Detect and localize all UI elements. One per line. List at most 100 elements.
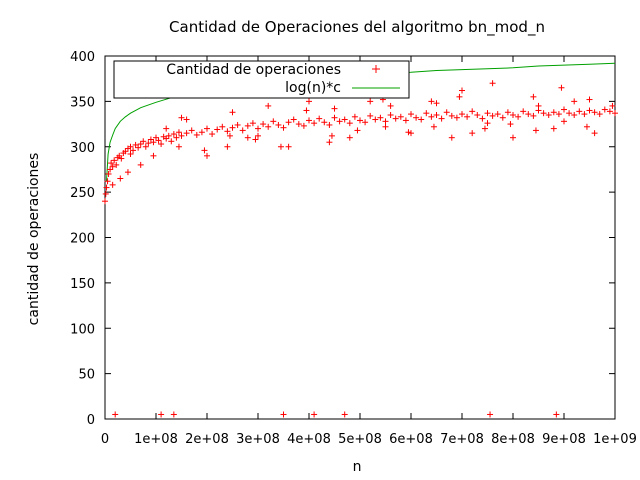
data-point: [122, 148, 129, 155]
data-point: [117, 175, 124, 182]
data-point: [341, 116, 348, 123]
x-tick-label: 9e+08: [542, 432, 586, 447]
data-point: [127, 151, 134, 158]
data-point: [280, 124, 287, 131]
data-point: [428, 98, 435, 105]
data-point: [105, 170, 112, 177]
data-point: [175, 129, 182, 136]
data-point: [484, 110, 491, 117]
data-point: [226, 132, 233, 139]
data-point: [510, 134, 516, 141]
data-point: [558, 84, 565, 91]
data-point: [204, 152, 210, 159]
data-point: [402, 117, 409, 124]
data-point: [111, 157, 118, 164]
data-point: [285, 143, 292, 150]
data-point: [372, 116, 379, 123]
data-point: [265, 123, 272, 130]
data-point: [459, 87, 465, 94]
data-point: [453, 114, 460, 121]
data-point: [430, 123, 437, 130]
data-point: [145, 140, 152, 147]
y-tick-label: 400: [70, 50, 95, 65]
y-tick-label: 250: [70, 186, 95, 201]
x-tick-label: 1e+08: [134, 432, 178, 447]
data-point: [326, 121, 333, 128]
data-point: [481, 125, 488, 132]
data-point: [193, 131, 200, 138]
data-point: [341, 411, 348, 418]
x-tick-label: 0: [101, 432, 109, 447]
data-point: [175, 143, 182, 150]
data-point: [387, 102, 394, 109]
data-point: [530, 93, 537, 100]
y-tick-label: 50: [78, 368, 95, 383]
data-point: [163, 135, 170, 142]
x-tick-label: 2e+08: [185, 432, 229, 447]
data-point: [515, 113, 522, 120]
legend: Cantidad de operaciones log(n)*c: [113, 60, 410, 99]
y-tick-label: 100: [70, 322, 95, 337]
data-point: [545, 111, 552, 118]
data-point: [346, 134, 353, 141]
data-point: [357, 117, 363, 124]
data-point: [311, 120, 318, 127]
data-point: [571, 98, 578, 105]
data-point: [397, 113, 404, 120]
data-point: [504, 109, 511, 116]
data-point: [102, 198, 108, 205]
data-point: [555, 111, 562, 118]
data-point: [328, 132, 335, 139]
data-point: [591, 130, 598, 137]
data-point: [413, 114, 420, 121]
data-point: [229, 124, 236, 131]
data-point: [306, 117, 312, 124]
data-point: [581, 111, 588, 118]
data-point: [507, 121, 514, 128]
x-axis-label: n: [353, 459, 362, 475]
data-point: [168, 138, 175, 145]
data-point: [336, 118, 343, 125]
data-point: [540, 110, 547, 117]
data-point: [244, 122, 251, 129]
data-point: [260, 121, 267, 128]
data-point: [469, 108, 476, 115]
data-point: [285, 119, 292, 126]
data-point: [331, 114, 338, 121]
data-point: [583, 123, 590, 130]
data-point: [188, 127, 195, 134]
data-point: [489, 112, 496, 119]
data-point: [158, 411, 165, 418]
data-point: [609, 102, 616, 109]
data-point: [418, 116, 425, 123]
data-point: [586, 96, 593, 103]
x-tick-label: 3e+08: [236, 432, 280, 447]
data-point: [321, 119, 328, 126]
data-point: [224, 143, 231, 150]
data-point: [433, 111, 440, 118]
data-point: [525, 111, 532, 118]
data-point: [387, 111, 394, 118]
data-point: [137, 161, 144, 168]
data-point: [163, 125, 170, 132]
data-point: [102, 190, 109, 197]
data-point: [140, 138, 147, 145]
data-point: [469, 130, 476, 137]
data-point: [612, 110, 618, 117]
data-point: [275, 121, 282, 128]
data-point: [382, 118, 389, 125]
data-point: [183, 130, 190, 137]
data-point: [165, 132, 172, 139]
data-point: [561, 106, 567, 113]
data-point: [124, 169, 131, 176]
axes-layer: 0 1e+08 2e+08 3e+08 4e+08 5e+08 6e+08 7e+08 8e+0…: [70, 50, 637, 447]
x-tick-label: 4e+08: [287, 432, 331, 447]
data-point: [367, 112, 374, 119]
data-point: [553, 411, 560, 418]
legend-label-points: Cantidad de operaciones: [166, 62, 341, 78]
data-point: [408, 130, 414, 137]
data-point: [367, 98, 374, 105]
data-point: [118, 155, 125, 162]
data-point: [392, 115, 399, 122]
